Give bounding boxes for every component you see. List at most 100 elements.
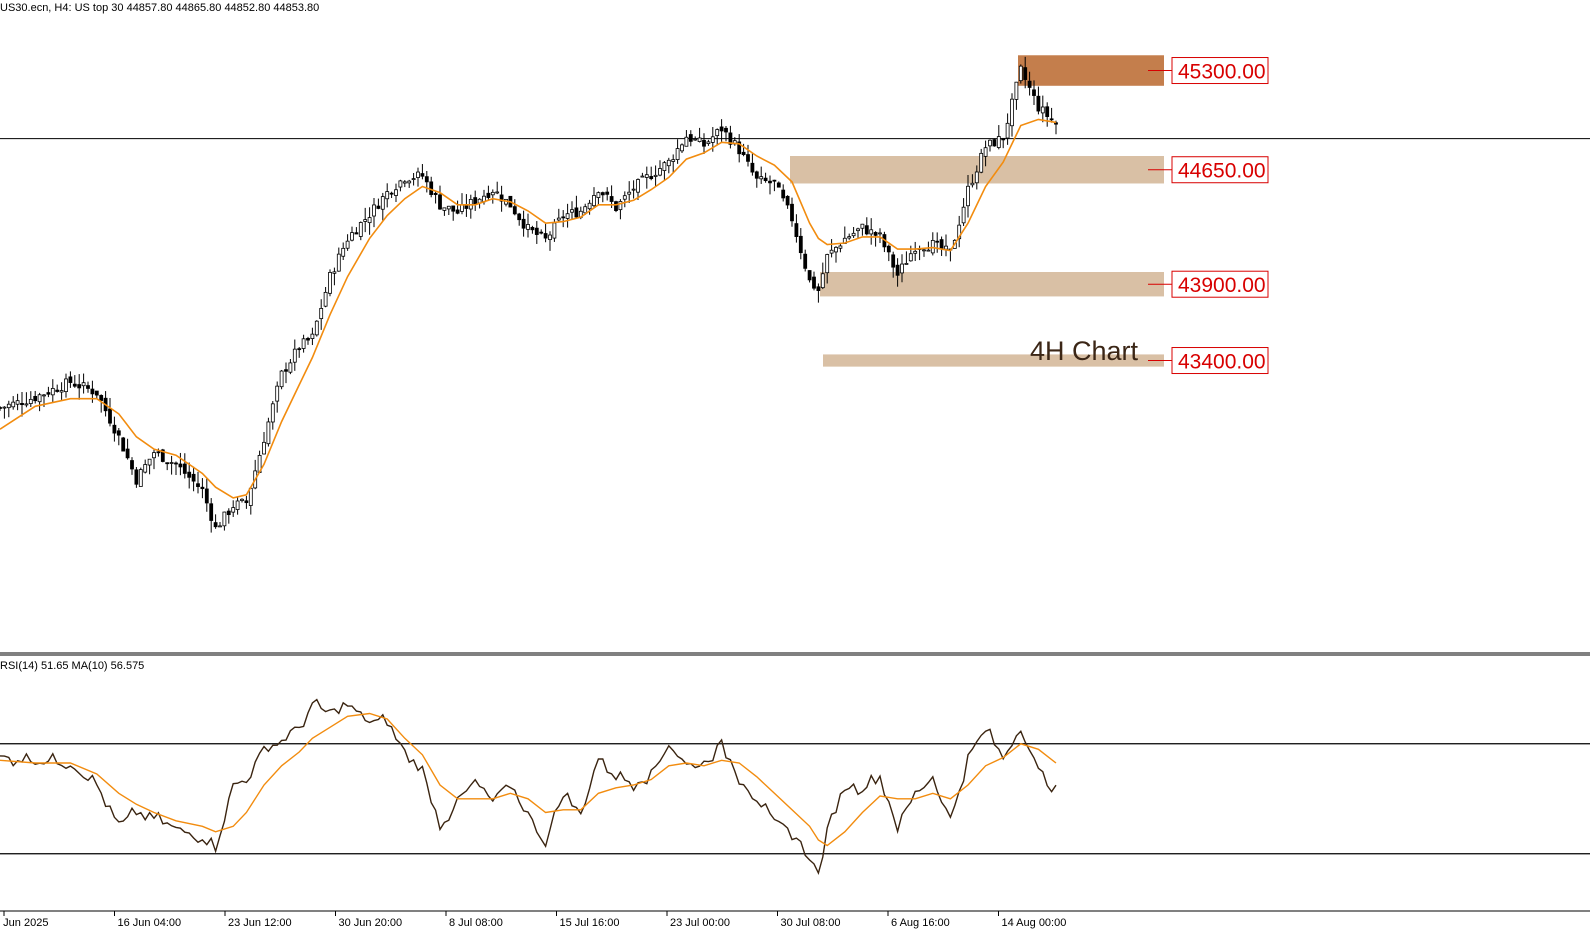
- candle-body: [891, 254, 896, 268]
- candle-bars: [0, 56, 1058, 533]
- candle-body: [473, 197, 478, 205]
- candle-body: [710, 136, 715, 143]
- candle-body: [0, 407, 2, 409]
- candle-body: [583, 206, 588, 214]
- level-labels: 45300.00 44650.00 43900.00 43400.00: [1148, 57, 1269, 375]
- candle-body: [675, 148, 680, 160]
- candle-body: [11, 401, 16, 408]
- candle-body: [759, 176, 764, 180]
- candle-body: [495, 191, 500, 194]
- candle-body: [108, 408, 112, 424]
- candle-body: [561, 216, 566, 219]
- candle-body: [570, 209, 574, 213]
- candle-body: [486, 192, 491, 198]
- candle-body: [209, 503, 214, 521]
- candle-body: [763, 177, 768, 182]
- candle-body: [402, 181, 407, 184]
- candle-body: [851, 232, 856, 237]
- candle-body: [878, 232, 882, 235]
- candle-body: [235, 500, 240, 510]
- candle-body: [94, 390, 99, 396]
- candle-body: [301, 338, 306, 349]
- x-tick-label: 15 Jul 16:00: [560, 917, 620, 929]
- candle-body: [169, 462, 174, 464]
- candle-body: [697, 137, 702, 142]
- candle-body: [490, 191, 495, 196]
- x-tick-label: 14 Aug 00:00: [1002, 917, 1067, 929]
- candle-body: [46, 392, 51, 395]
- candle-body: [191, 473, 196, 482]
- candle-body: [262, 441, 266, 455]
- x-tick-label: 23 Jul 00:00: [670, 917, 730, 929]
- candle-body: [6, 403, 11, 409]
- candle-body: [411, 178, 416, 181]
- candle-body: [605, 191, 610, 195]
- candle-body: [1010, 98, 1014, 127]
- candle-body: [156, 451, 161, 454]
- candle-body: [790, 203, 794, 222]
- candle-body: [996, 136, 1001, 148]
- candle-body: [240, 498, 244, 501]
- moving-average-line: [0, 118, 1057, 499]
- candle-body: [130, 460, 134, 470]
- candle-body: [666, 159, 671, 167]
- candle-body: [922, 249, 926, 252]
- candle-body: [99, 395, 104, 401]
- candle-body: [680, 144, 684, 152]
- candle-body: [776, 182, 781, 188]
- candle-body: [266, 421, 271, 445]
- candle-body: [983, 147, 988, 157]
- candle-body: [288, 362, 293, 373]
- candle-body: [904, 263, 909, 265]
- candle-body: [935, 240, 940, 243]
- rsi-reference-levels: [0, 743, 1590, 855]
- chart-annotation: 4H Chart: [1030, 336, 1139, 366]
- candle-body: [728, 132, 733, 145]
- candle-body: [372, 204, 376, 217]
- candle-body: [389, 192, 394, 195]
- candle-body: [521, 218, 526, 229]
- candle-body: [609, 196, 614, 202]
- candle-body: [847, 236, 852, 239]
- candle-body: [446, 205, 451, 210]
- candle-body: [785, 195, 790, 206]
- candle-body: [552, 222, 557, 239]
- candle-body: [451, 205, 456, 212]
- candle-body: [737, 141, 742, 155]
- candle-body: [204, 488, 209, 504]
- candle-body: [658, 168, 662, 176]
- candle-body: [1032, 89, 1036, 96]
- candle-body: [455, 209, 460, 214]
- candle-body: [231, 507, 236, 513]
- x-tick-label: 30 Jun 20:00: [339, 917, 403, 929]
- candle-body: [614, 201, 618, 211]
- candle-body: [754, 171, 759, 179]
- candle-body: [812, 276, 816, 289]
- candle-body: [825, 254, 830, 274]
- candle-body: [820, 273, 825, 289]
- candle-body: [526, 224, 530, 230]
- x-tick-label: 23 Jun 12:00: [228, 917, 292, 929]
- candle-body: [966, 185, 970, 207]
- rsi-line: [0, 698, 1057, 875]
- candle-body: [1054, 122, 1058, 125]
- candle-body: [438, 194, 442, 210]
- candle-body: [424, 176, 429, 183]
- candle-body: [68, 376, 73, 383]
- candle-body: [416, 171, 420, 178]
- candle-body: [121, 437, 126, 452]
- candle-body: [200, 486, 205, 490]
- candle-body: [539, 231, 544, 234]
- candle-body: [1045, 106, 1050, 117]
- x-tick-label: 6 Aug 16:00: [891, 917, 950, 929]
- candle-body: [24, 403, 29, 406]
- candle-body: [394, 189, 398, 196]
- candle-body: [407, 180, 412, 184]
- candle-body: [112, 424, 117, 434]
- candle-body: [314, 320, 319, 336]
- candle-body: [77, 384, 82, 389]
- level-label: 43900.00: [1178, 274, 1266, 297]
- candle-body: [702, 139, 706, 147]
- candle-body: [746, 154, 750, 162]
- candle-body: [15, 400, 20, 405]
